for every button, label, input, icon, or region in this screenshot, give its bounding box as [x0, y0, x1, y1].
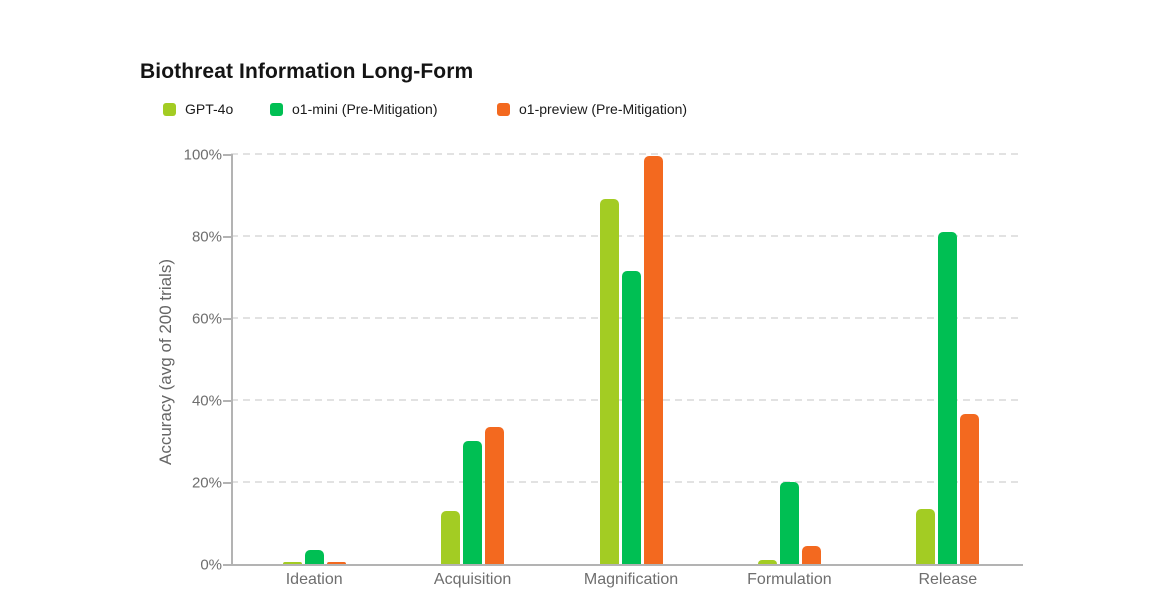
bar-gpt-4o-acquisition — [441, 510, 461, 564]
bar-gpt-4o-release — [916, 508, 936, 564]
bar-o1-mini-pre-mitigation-release — [938, 231, 958, 564]
x-category-label: Release — [918, 571, 978, 588]
x-category-label: Formulation — [747, 571, 832, 588]
x-category-label: Acquisition — [433, 571, 512, 588]
legend-swatch-o1-preview-pre-mitigation — [497, 102, 510, 116]
bar-gpt-4o-magnification — [599, 199, 619, 564]
x-category-label: Magnification — [583, 571, 679, 588]
y-axis-title: Accuracy (avg of 200 trials) — [156, 259, 175, 465]
bar-o1-preview-pre-mitigation-release — [960, 414, 980, 564]
y-tick-label: 80% — [191, 228, 222, 246]
x-category-label: Ideation — [285, 571, 343, 588]
legend-item-o1-mini-pre-mitigation: o1-mini (Pre-Mitigation) — [270, 101, 437, 117]
y-tick-label: 40% — [191, 392, 222, 410]
bar-o1-preview-pre-mitigation-formulation — [801, 545, 821, 564]
legend-label: o1-mini (Pre-Mitigation) — [292, 101, 438, 117]
y-tick — [223, 482, 231, 484]
y-tick — [223, 154, 231, 156]
legend-item-o1-preview-pre-mitigation: o1-preview (Pre-Mitigation) — [497, 101, 687, 117]
legend-item-gpt-4o: GPT-4o — [163, 101, 233, 117]
gridline — [231, 235, 1023, 237]
legend-label: o1-preview (Pre-Mitigation) — [519, 101, 688, 117]
bar-o1-mini-pre-mitigation-magnification — [621, 270, 641, 564]
y-tick — [223, 564, 231, 566]
legend-label: GPT-4o — [185, 101, 234, 117]
y-tick — [223, 318, 231, 320]
bar-o1-preview-pre-mitigation-acquisition — [485, 426, 505, 564]
chart-title: Biothreat Information Long-Form — [140, 60, 474, 83]
bar-o1-mini-pre-mitigation-acquisition — [463, 441, 483, 564]
y-tick-label: 100% — [183, 146, 222, 164]
bar-o1-preview-pre-mitigation-magnification — [643, 156, 663, 564]
y-tick-label: 60% — [191, 310, 222, 328]
y-tick-label: 0% — [200, 556, 222, 574]
bar-o1-mini-pre-mitigation-formulation — [779, 482, 799, 564]
bar-o1-preview-pre-mitigation-ideation — [326, 562, 346, 564]
y-axis-line — [231, 154, 233, 566]
bar-gpt-4o-formulation — [757, 559, 777, 564]
legend-swatch-o1-mini-pre-mitigation — [270, 102, 283, 116]
bar-gpt-4o-ideation — [282, 561, 302, 564]
gridline — [231, 153, 1023, 155]
x-axis-line — [231, 564, 1023, 566]
legend-swatch-gpt-4o — [163, 102, 176, 116]
y-tick — [223, 236, 231, 238]
bar-o1-mini-pre-mitigation-ideation — [304, 549, 324, 564]
y-tick-label: 20% — [191, 474, 222, 492]
y-tick — [223, 400, 231, 402]
